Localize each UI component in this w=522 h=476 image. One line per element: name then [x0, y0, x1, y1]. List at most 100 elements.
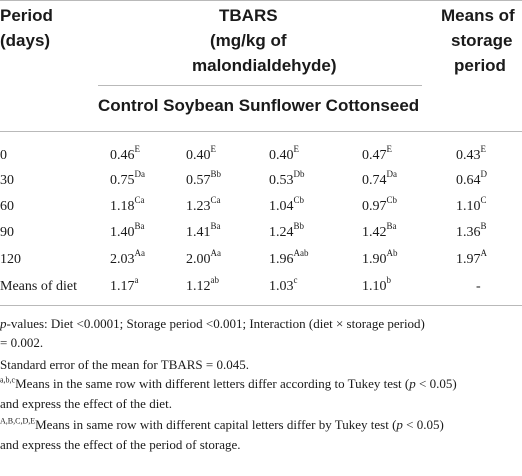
lowercase-text-b: < 0.05) — [415, 376, 457, 391]
table-cell: 1.12ab — [186, 275, 220, 296]
cell-value: 1.17 — [110, 279, 135, 294]
table-cell: 1.10b — [362, 275, 392, 296]
mean-letters: C — [480, 195, 487, 206]
cell-value: 1.42 — [362, 225, 387, 240]
cell-value: 1.12 — [186, 279, 211, 294]
cell-value: 0.75 — [110, 173, 135, 188]
mean-letters: E — [480, 144, 487, 155]
mean-value: 1.10 — [456, 199, 481, 214]
table-cell: 1.96Aab — [269, 248, 309, 269]
cell-value: 0.57 — [186, 173, 211, 188]
table-cell: 0.75Da — [110, 169, 146, 190]
table-cell: 1.41Ba — [186, 221, 221, 242]
row-period-label: Means of diet — [0, 279, 77, 294]
cell-letters: Ca — [134, 195, 145, 206]
mean-value: 1.36 — [456, 225, 481, 240]
footnote-lowercase: a,b,cMeans in the same row with differen… — [0, 375, 457, 392]
cell-value: 2.00 — [186, 252, 211, 267]
cell-value: 0.40 — [269, 148, 294, 163]
diet-subheader-row: Control Soybean Sunflower Cottonseed — [98, 95, 419, 116]
uppercase-text-a: Means in same row with different capital… — [35, 417, 397, 432]
cell-letters: a — [134, 275, 139, 286]
cell-letters: Db — [293, 169, 305, 180]
footnote-uppercase: A,B,C,D,EMeans in same row with differen… — [0, 416, 444, 433]
mean-value: 1.97 — [456, 252, 481, 267]
cell-letters: b — [386, 275, 392, 286]
uppercase-text-b: < 0.05) — [402, 417, 444, 432]
footnote-sem: Standard error of the mean for TBARS = 0… — [0, 357, 249, 372]
cell-value: 0.53 — [269, 173, 294, 188]
row-period-label: 0 — [0, 148, 7, 163]
cell-value: 1.96 — [269, 252, 294, 267]
cell-value: 0.40 — [186, 148, 211, 163]
row-period-label: 60 — [0, 199, 14, 214]
cell-value: 1.03 — [269, 279, 294, 294]
cell-letters: E — [210, 144, 217, 155]
top-rule — [0, 0, 522, 1]
table-cell: 0.53Db — [269, 169, 305, 190]
cell-letters: ab — [210, 275, 220, 286]
table-cell: 0.74Da — [362, 170, 397, 190]
cell-value: 1.10 — [362, 279, 387, 294]
cell-value: 1.04 — [269, 199, 294, 214]
cell-letters: E — [134, 144, 141, 155]
cell-letters: Ba — [386, 221, 397, 232]
tbars-header-line1: TBARS — [219, 6, 278, 25]
mean-value: - — [476, 279, 481, 294]
period-header-line2: (days) — [0, 31, 51, 50]
diet-sunflower: Sunflower — [238, 96, 321, 115]
cell-value: 0.97 — [362, 199, 387, 214]
cell-value: 0.46 — [110, 148, 135, 163]
cell-value: 1.41 — [186, 225, 211, 240]
cell-letters: Cb — [386, 195, 398, 206]
cell-value: 0.74 — [362, 173, 387, 188]
cell-letters: Bb — [210, 169, 222, 180]
tbars-header-rule — [98, 85, 422, 86]
table-cell: 1.03c — [269, 275, 298, 296]
lowercase-text-a: Means in the same row with different let… — [15, 376, 410, 391]
tbars-header-line3: malondialdehyde) — [192, 56, 337, 75]
footnote-lowercase-line2: and express the effect of the diet. — [0, 396, 172, 411]
cell-letters: Aab — [293, 248, 309, 259]
pvalues-text: -values: Diet <0.0001; Storage period <0… — [6, 316, 425, 331]
footnote-uppercase-line2: and express the effect of the period of … — [0, 437, 241, 452]
header-bottom-rule — [0, 131, 522, 132]
row-period-label: 90 — [0, 225, 14, 240]
table-cell: 1.17a — [110, 275, 139, 296]
cell-value: 1.24 — [269, 225, 294, 240]
cell-value: 1.18 — [110, 199, 135, 214]
diet-control: Control — [98, 96, 159, 115]
pvalues-italic-p: p — [0, 316, 7, 331]
cell-letters: Ba — [210, 221, 221, 232]
cell-letters: Da — [134, 169, 146, 180]
mean-letters: B — [480, 221, 487, 232]
cell-letters: E — [386, 144, 393, 155]
cell-value: 1.90 — [362, 252, 387, 267]
tbars-header-line2: (mg/kg of — [210, 31, 287, 50]
table-cell: 0.97Cb — [362, 195, 398, 216]
uppercase-italic-p: p — [396, 417, 403, 432]
table-bottom-rule — [0, 305, 522, 306]
cell-letters: Ca — [210, 195, 221, 206]
table-cell: 0.57Bb — [186, 169, 222, 190]
table-cell: 0.40E — [186, 144, 217, 165]
cell-letters: Ba — [134, 221, 145, 232]
mean-letters: A — [480, 248, 488, 259]
row-period-label: 120 — [0, 252, 21, 267]
cell-letters: c — [293, 275, 298, 286]
storage-mean-cell: 0.43E — [456, 144, 487, 165]
table-cell: 0.47E — [362, 144, 393, 165]
means-header-line2: storage — [451, 31, 513, 50]
cell-letters: Bb — [293, 221, 305, 232]
table-cell: 1.40Ba — [110, 221, 145, 242]
cell-value: 1.40 — [110, 225, 135, 240]
table-cell: 1.04Cb — [269, 196, 304, 216]
table-cell: 1.18Ca — [110, 195, 145, 216]
cell-letters: Aa — [134, 248, 146, 259]
row-period-label: 30 — [0, 173, 14, 188]
cell-value: 1.23 — [186, 199, 211, 214]
table-cell: 1.90Ab — [362, 249, 398, 269]
mean-letters: D — [480, 169, 488, 180]
footnote-pvalues-line2: = 0.002. — [0, 335, 44, 350]
table-cell: 2.00Aa — [186, 249, 221, 269]
